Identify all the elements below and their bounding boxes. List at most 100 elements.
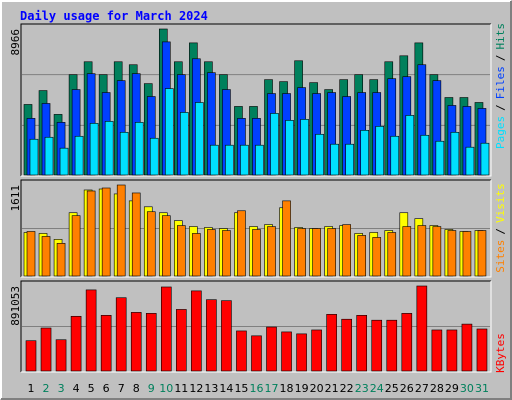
bar (149, 137, 159, 176)
panel-border (20, 179, 491, 277)
bar (116, 184, 126, 277)
bar (431, 329, 443, 372)
bar (267, 226, 276, 277)
panel-border (20, 23, 491, 176)
bar (29, 138, 39, 176)
x-tick-label: 6 (103, 382, 110, 395)
bar (252, 229, 261, 277)
bar (432, 226, 442, 277)
x-tick-label: 26 (400, 382, 414, 395)
bar (71, 215, 81, 277)
legend: Pages / Files / Hits (494, 23, 507, 149)
bar (192, 233, 201, 277)
x-tick-label: 19 (295, 382, 309, 395)
bar (104, 121, 114, 176)
legend-separator: / (494, 228, 507, 235)
x-tick-label: 18 (280, 382, 294, 395)
bar (177, 225, 186, 277)
bar (206, 299, 217, 372)
y-tick-label: 1611 (9, 185, 22, 212)
x-tick-label: 29 (445, 382, 459, 395)
bar (89, 123, 99, 176)
bar (341, 318, 352, 372)
x-tick-label: 8 (133, 382, 140, 395)
bar (191, 290, 202, 372)
bar (462, 231, 472, 277)
x-tick-label: 28 (430, 382, 444, 395)
bar (356, 315, 368, 372)
bar (315, 133, 324, 176)
bar (327, 228, 336, 277)
bar (74, 135, 84, 176)
bar (115, 297, 127, 372)
y-tick-label: 8966 (9, 29, 22, 56)
x-tick-label: 13 (204, 382, 218, 395)
bar (160, 286, 172, 372)
bar (161, 215, 171, 277)
x-tick-label: 10 (159, 382, 173, 395)
x-tick-label: 1 (28, 382, 35, 395)
x-tick-label: 15 (234, 382, 248, 395)
bar (342, 224, 351, 277)
legend-entry: Pages (494, 116, 507, 149)
legend-entry: Hits (494, 23, 507, 50)
bar (236, 330, 247, 372)
bar (375, 126, 385, 176)
bar (416, 285, 428, 372)
x-tick-label: 9 (148, 382, 155, 395)
x-tick-label: 17 (265, 382, 279, 395)
bar (44, 136, 54, 176)
bar (282, 200, 291, 277)
x-tick-label: 12 (189, 382, 203, 395)
x-tick-label: 3 (58, 382, 65, 395)
bar (134, 122, 144, 176)
legend-entry: KBytes (494, 333, 507, 373)
bar (164, 88, 174, 176)
bar (357, 235, 367, 277)
bar (386, 319, 398, 372)
bar (221, 300, 232, 372)
bar (300, 119, 309, 176)
bar (131, 192, 141, 277)
y-tick-label: 891053 (9, 286, 22, 326)
bar (26, 231, 36, 277)
bar (240, 144, 249, 176)
bar (297, 228, 306, 277)
bar (146, 211, 156, 277)
bar (210, 144, 219, 176)
bar (281, 331, 292, 372)
legend-separator: / (494, 104, 507, 111)
bar (266, 326, 277, 372)
bar (285, 120, 294, 176)
bar (446, 329, 458, 372)
x-tick-label: 25 (385, 382, 399, 395)
legend: KBytes (494, 333, 507, 373)
bar (417, 225, 427, 277)
bar (401, 313, 413, 372)
bar (207, 229, 216, 277)
bar (477, 230, 487, 277)
bar (100, 315, 112, 372)
bar (450, 131, 460, 176)
legend-entry: Sites (494, 240, 507, 273)
x-tick-label: 5 (88, 382, 95, 395)
bar (372, 237, 382, 277)
bar (40, 327, 52, 372)
bar (195, 102, 204, 176)
x-tick-label: 22 (340, 382, 354, 395)
x-tick-label: 27 (415, 382, 429, 395)
bar (330, 143, 339, 176)
x-tick-label: 7 (118, 382, 125, 395)
bar (130, 312, 142, 372)
bar (296, 333, 307, 372)
bar (59, 147, 69, 176)
panel-border (21, 180, 492, 278)
bar (402, 226, 412, 277)
panel-border (21, 24, 492, 177)
x-tick-label: 16 (249, 382, 263, 395)
bar (447, 230, 457, 277)
legend-entry: Files (494, 66, 507, 99)
x-tick-label: 23 (355, 382, 369, 395)
bar (311, 329, 322, 372)
